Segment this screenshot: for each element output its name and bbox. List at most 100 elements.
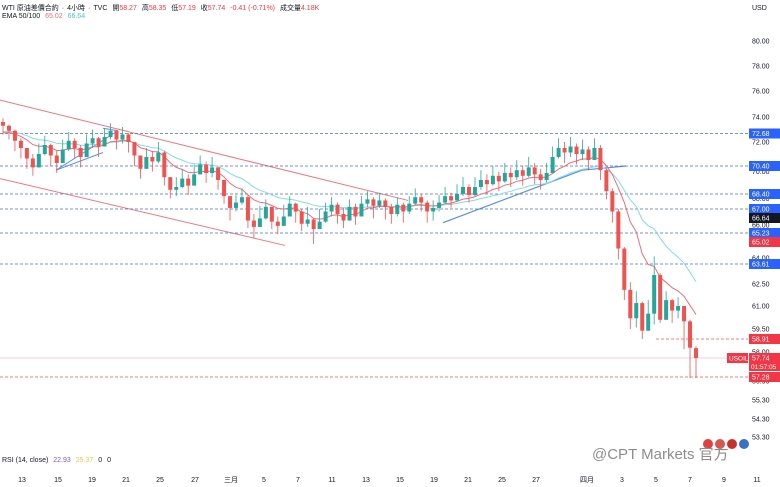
- level-badge-text: 72.68: [752, 131, 770, 138]
- candle-body: [239, 197, 244, 203]
- price-tick-label: 76.00: [752, 89, 770, 96]
- candle-body: [281, 216, 286, 226]
- price-tick-label: 80.00: [752, 39, 770, 46]
- watermark-text: @CPT Markets 官方: [592, 446, 729, 463]
- flag-icon: [703, 439, 713, 449]
- candle-body: [144, 157, 149, 169]
- candle-body: [216, 167, 221, 180]
- price-tick-label: 68.00: [752, 196, 770, 203]
- candle-body: [688, 321, 693, 348]
- candle-body: [269, 206, 274, 222]
- channel-lower-line: [0, 178, 286, 246]
- candle-body: [502, 173, 507, 182]
- candle-body: [664, 300, 669, 320]
- symbol-badge-text: USOIL: [729, 356, 749, 363]
- ema-legend[interactable]: EMA 50/100 65.02 66.64: [2, 13, 88, 20]
- candle-body: [401, 204, 406, 212]
- candle-body: [610, 191, 615, 212]
- time-axis[interactable]: 13 15 19 21 25 27 三月 5 7 11 13 15 19 21 25 27 四月 3 5 7 9 11: [18, 476, 761, 484]
- candle-body: [550, 157, 555, 173]
- time-tick-label: 19: [430, 477, 438, 484]
- open-value: 58.27: [119, 5, 137, 12]
- candle-body: [598, 148, 603, 171]
- candle-body: [263, 206, 268, 219]
- flag-icon: [739, 439, 749, 449]
- ema100-badge-text: 66.64: [752, 216, 770, 223]
- candle-body: [496, 175, 501, 182]
- candle-body: [365, 199, 370, 204]
- current-price-badge: [749, 353, 780, 371]
- rsi-value-4: 0: [107, 457, 111, 464]
- candle-body: [180, 178, 185, 187]
- price-tick-label: 64.00: [752, 255, 770, 262]
- volume-value: 4.18K: [300, 5, 320, 12]
- time-tick-label: 3: [620, 477, 624, 484]
- candle-body: [461, 187, 466, 194]
- time-tick-label: 11: [753, 477, 760, 484]
- candle-body: [84, 143, 89, 157]
- candle-body: [12, 130, 17, 141]
- interval[interactable]: 4小時: [67, 5, 86, 12]
- candle-body: [383, 200, 388, 207]
- time-tick-label: 25: [156, 477, 164, 484]
- level-badge: [749, 189, 780, 199]
- level-badge: [749, 128, 780, 139]
- candle-body: [42, 145, 47, 154]
- candle-body: [359, 203, 364, 217]
- rsi-value-3: 0: [98, 457, 103, 464]
- level-badge: [749, 204, 780, 214]
- time-tick-label: 15: [54, 477, 62, 484]
- time-tick-label: 11: [328, 477, 335, 484]
- candle-body: [138, 155, 143, 169]
- time-tick-label: 25: [498, 477, 506, 484]
- candle-body: [490, 175, 495, 185]
- candle-body: [676, 306, 681, 311]
- candle-body: [574, 146, 579, 154]
- candle-body: [449, 196, 454, 201]
- price-tick-label: 66.00: [752, 222, 770, 229]
- price-tick-label: 61.00: [752, 304, 770, 311]
- time-tick-label: 19: [88, 477, 96, 484]
- candle-body: [78, 148, 83, 157]
- candlesticks: [1, 118, 698, 378]
- level-badge-text: 63.61: [752, 262, 770, 269]
- level-badge-text: 65.23: [752, 231, 770, 238]
- price-axis[interactable]: 80.00 78.00 76.00 74.00 72.00 70.00 68.00 66.00…: [752, 39, 770, 442]
- ema50-badge-text: 65.02: [752, 240, 770, 247]
- candle-body: [640, 303, 645, 331]
- candle-body: [6, 125, 11, 131]
- time-tick-label: 13: [18, 477, 26, 484]
- candle-body: [580, 149, 585, 154]
- rsi-legend[interactable]: RSI (14, close) 22.93 25.37 0 0: [2, 457, 114, 464]
- symbol-legend: WTI 原油差價合約 · 4小時 · TVC 開58.27 高58.35 低57.19 …: [2, 5, 320, 12]
- low-value: 57.19: [178, 5, 196, 12]
- ema50-value: 65.02: [45, 13, 63, 20]
- time-tick-label: 21: [464, 477, 472, 484]
- candle-body: [36, 154, 41, 168]
- candle-body: [311, 219, 316, 230]
- time-tick-label: 21: [122, 477, 130, 484]
- candle-body: [652, 274, 657, 314]
- low-label: 低: [171, 5, 179, 12]
- candle-body: [622, 248, 627, 290]
- ema100-badge: [749, 213, 780, 223]
- level-badge-text: 67.00: [752, 207, 770, 214]
- currency-label[interactable]: USD: [752, 5, 767, 12]
- symbol-name[interactable]: WTI 原油差價合約: [2, 5, 59, 12]
- candle-body: [604, 170, 609, 192]
- level-badge-57-28-text: 57.28: [752, 375, 770, 382]
- level-badge: [749, 228, 780, 238]
- candle-body: [520, 170, 525, 176]
- candle-body: [317, 221, 322, 230]
- candle-body: [174, 187, 179, 190]
- candle-body: [568, 146, 573, 153]
- candle-body: [389, 206, 394, 214]
- open-label: 開: [112, 5, 120, 12]
- candle-body: [628, 289, 633, 319]
- ema100-value: 66.64: [67, 13, 86, 20]
- candle-body: [275, 221, 280, 226]
- candle-body: [96, 138, 101, 147]
- high-label: 高: [141, 5, 149, 12]
- volume-label: 成交量: [279, 5, 301, 12]
